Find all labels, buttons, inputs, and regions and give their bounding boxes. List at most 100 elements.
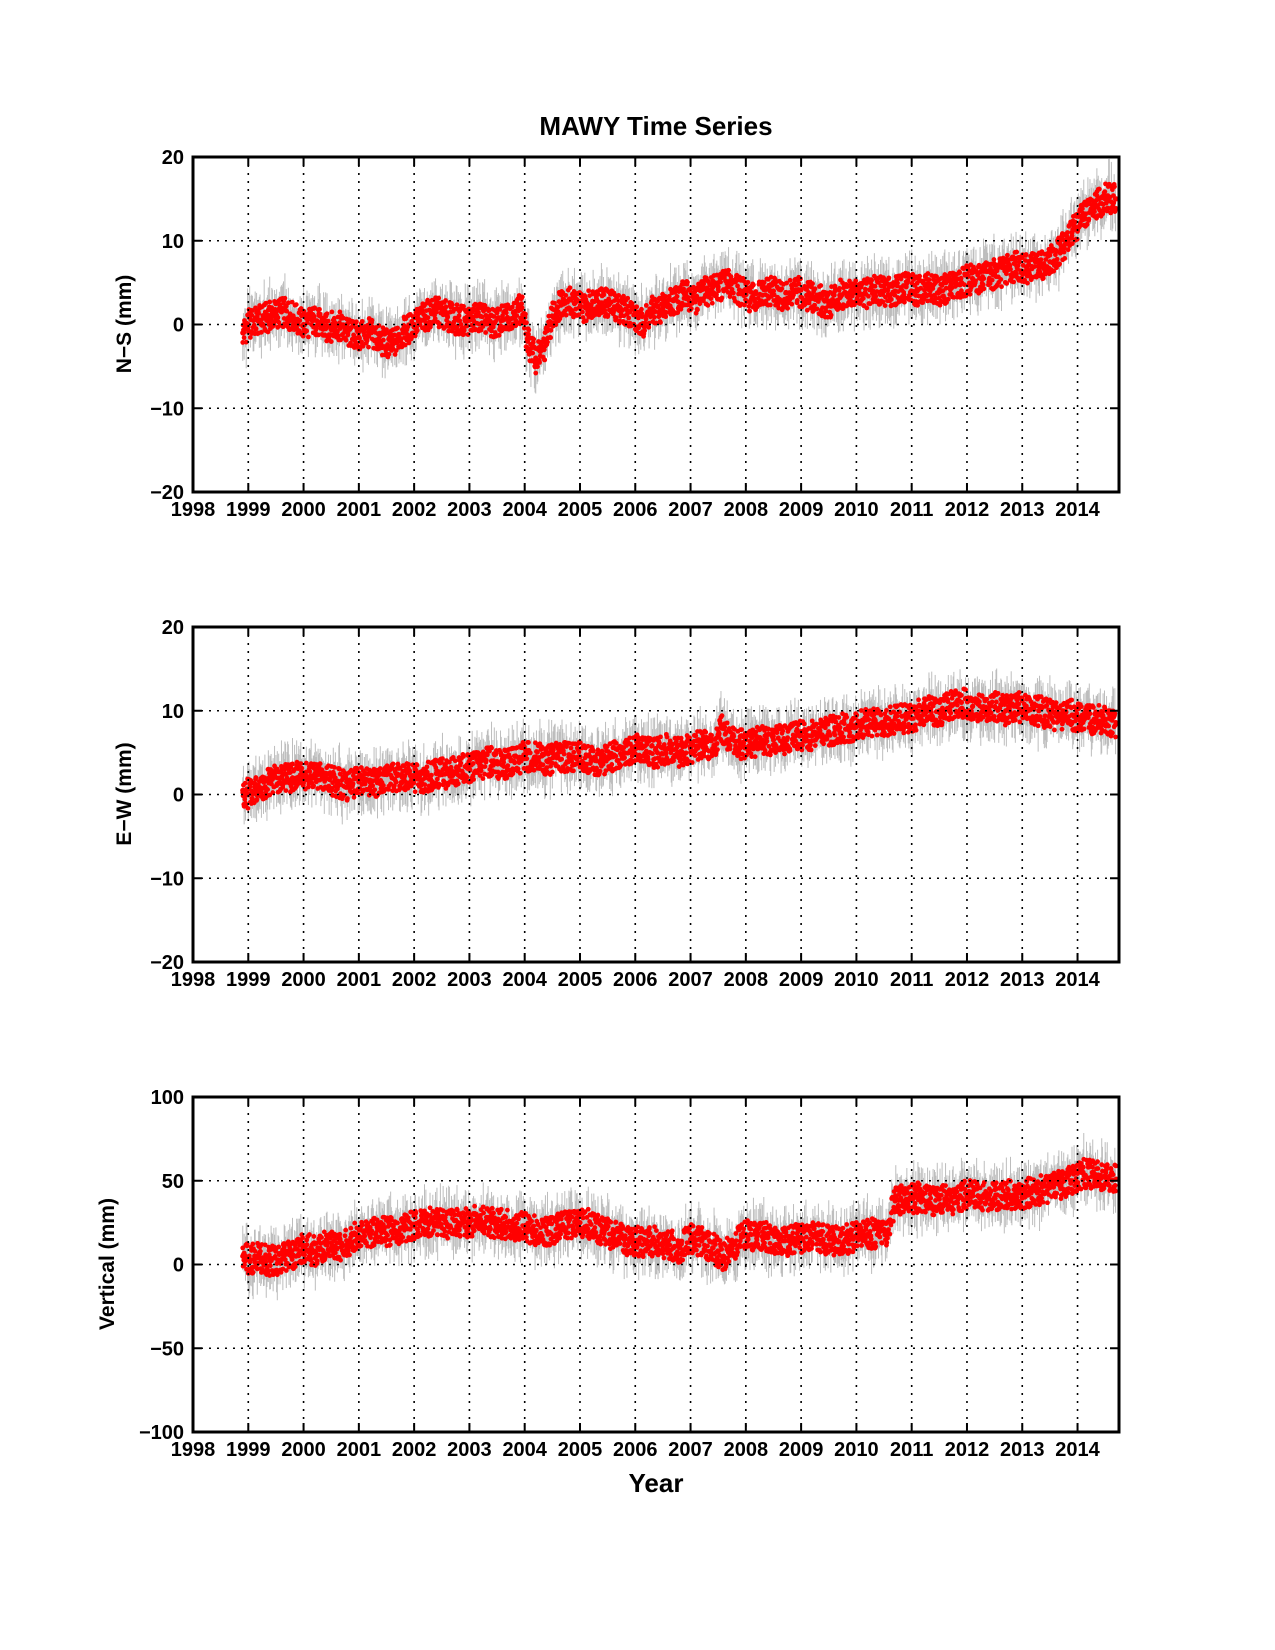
ns-data-point [400,330,406,336]
ns-data-point [1057,261,1062,267]
ns-data-point [626,315,632,321]
ns-data-point [526,331,531,337]
ns-data-point [704,288,710,294]
ns-data-point [367,330,373,336]
ns-data-point [980,282,986,288]
ns-data-point [443,298,448,303]
ns-data-point [454,302,460,308]
ns-data-point [812,286,818,292]
ns-data-point [787,277,793,283]
ns-data-point [1047,259,1053,265]
ns-x-tick-label: 2010 [834,499,879,521]
ns-data-point [1062,255,1068,261]
ns-data-point [1065,247,1071,253]
ns-data-point [1058,246,1064,252]
ns-data-point [715,284,721,290]
ns-data-point [456,313,462,319]
ns-data-point [643,303,649,308]
ns-data-point [1091,204,1097,210]
ns-data-point [818,283,824,288]
ns-data-point [542,357,548,363]
ns-data-point [297,318,303,323]
ns-data-point [549,313,555,319]
ns-data-point [886,275,892,281]
ns-data-point [563,312,569,318]
ns-data-point [1069,229,1075,235]
ns-data-point [293,302,299,308]
ns-data-point [685,279,690,285]
ns-data-point [649,309,655,315]
ns-data-point [945,296,951,302]
ns-data-point [695,307,700,313]
ns-data-point [256,317,262,323]
ns-data-point [634,304,640,310]
ns-data-point [671,296,677,302]
ns-data-point [526,327,532,333]
ns-data-point [1102,189,1108,195]
ns-data-point [936,288,942,294]
ns-data-point [499,317,506,323]
ns-data-point [826,300,832,307]
ns-data-point [881,288,887,294]
ns-data-point [356,334,362,340]
ns-data-point [726,267,731,273]
ns-data-point [364,338,370,344]
ns-data-point [396,332,402,337]
ns-data-point [519,301,524,307]
ns-data-point [315,322,321,328]
ns-data-point [862,286,868,292]
ns-data-point [903,284,909,290]
ns-data-point [616,305,622,311]
ns-data-point [524,320,529,326]
ns-data-point [331,315,337,321]
ns-data-point [789,301,795,307]
ns-data-point [519,305,525,311]
ns-data-point [289,299,295,305]
ns-data-point [496,315,501,320]
ns-data-point [969,275,976,282]
ns-data-point [531,336,537,342]
ns-y-tick-label: 10 [162,231,184,253]
ns-data-point [386,351,392,357]
ns-data-point [402,342,408,348]
ns-data-point [660,305,666,311]
ns-x-tick-label: 2007 [668,499,713,521]
ns-data-point [316,332,321,338]
ns-data-point [267,320,273,326]
ns-data-point [259,329,264,335]
ns-data-point [682,292,688,298]
ns-data-point [519,294,525,300]
ns-data-point [414,328,420,333]
ns-x-tick-label: 2014 [1055,499,1100,521]
ns-data-point [781,296,788,302]
ns-x-tick-label: 2012 [945,499,990,521]
ns-data-point [251,322,257,328]
ns-data-point [571,300,578,307]
ns-data-point [639,306,644,312]
ns-data-point [267,313,273,319]
ns-y-tick-label: −20 [150,482,184,504]
ns-data-point [394,340,400,346]
ns-data-point [1014,263,1020,269]
ns-data-point [449,302,455,308]
ns-data-point [837,292,843,298]
ns-data-point [392,352,398,357]
ns-data-point [522,311,528,317]
ns-data-point [530,350,536,356]
ns-data-point [253,326,259,332]
ns-data-point [967,291,973,297]
ns-data-point [810,281,815,287]
ns-data-point [343,337,349,343]
ns-data-point [354,319,359,325]
ns-data-point [627,309,633,315]
ns-data-point [300,333,306,339]
ns-data-point [324,311,330,317]
ns-points [240,181,1119,376]
ns-data-point [524,338,531,344]
ns-data-point [1025,280,1030,286]
ns-data-point [423,320,429,326]
ns-data-point [312,317,318,323]
ns-data-point [432,316,438,321]
ns-x-tick-label: 2008 [724,499,769,521]
